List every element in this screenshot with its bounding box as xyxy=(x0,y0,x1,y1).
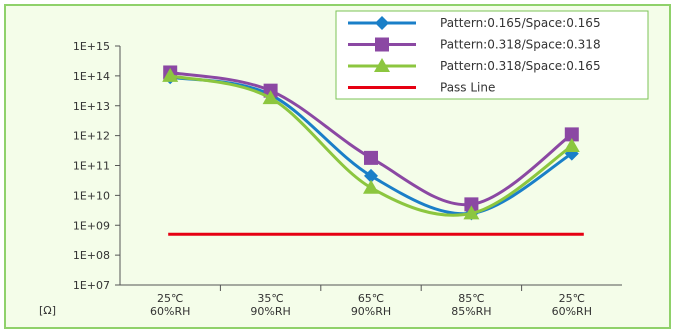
series-3-point xyxy=(563,137,580,152)
legend: Pattern:0.165/Space:0.165 Pattern:0.318/S… xyxy=(335,10,649,100)
legend-label: Pattern:0.165/Space:0.165 xyxy=(440,16,601,30)
series-2-point xyxy=(364,150,378,165)
x-tick-label: 25℃ 60%RH xyxy=(150,292,190,318)
legend-swatch-marker xyxy=(375,16,389,30)
y-tick-label: 1E+12 xyxy=(73,130,110,143)
legend-swatch-marker xyxy=(375,37,389,52)
axes: 1E+07 1E+08 1E+09 1E+10 1E+11 1E+12 1E+13 1E+14… xyxy=(39,40,622,318)
series-1-point xyxy=(364,168,378,183)
legend-label: Pass Line xyxy=(440,81,495,95)
y-tick-label: 1E+07 xyxy=(73,279,110,292)
x-tick-label: 85℃ 85%RH xyxy=(451,292,491,318)
y-tick-label: 1E+15 xyxy=(73,40,110,53)
y-tick-label: 1E+14 xyxy=(73,70,110,83)
legend-swatch-marker xyxy=(374,58,390,72)
series-3-point xyxy=(363,179,379,194)
y-tick-label: 1E+11 xyxy=(73,160,110,173)
y-tick-label: 1E+13 xyxy=(73,100,110,113)
y-tick-label: 1E+09 xyxy=(73,219,110,232)
y-tick-label: 1E+08 xyxy=(73,249,110,262)
legend-label: Pattern:0.318/Space:0.318 xyxy=(440,38,601,52)
series-2-point xyxy=(564,127,579,142)
plot-area xyxy=(162,65,584,236)
y-unit-label: [Ω] xyxy=(39,304,56,317)
legend-box xyxy=(335,10,649,100)
series-3-point xyxy=(162,67,179,82)
series-3-point xyxy=(463,205,480,220)
resistance-chart: 1E+07 1E+08 1E+09 1E+10 1E+11 1E+12 1E+13 1E+14… xyxy=(39,10,649,318)
chart-panel: 1E+07 1E+08 1E+09 1E+10 1E+11 1E+12 1E+13 1E+14… xyxy=(4,4,671,329)
series-2-point xyxy=(464,197,479,212)
legend-label: Pattern:0.318/Space:0.165 xyxy=(440,59,601,73)
x-tick-label: 25℃ 60%RH xyxy=(552,292,592,318)
y-tick-label: 1E+10 xyxy=(73,189,110,202)
x-tick-label: 65℃ 90%RH xyxy=(351,292,391,318)
series-3-point xyxy=(262,90,279,105)
x-tick-label: 35℃ 90%RH xyxy=(250,292,290,318)
